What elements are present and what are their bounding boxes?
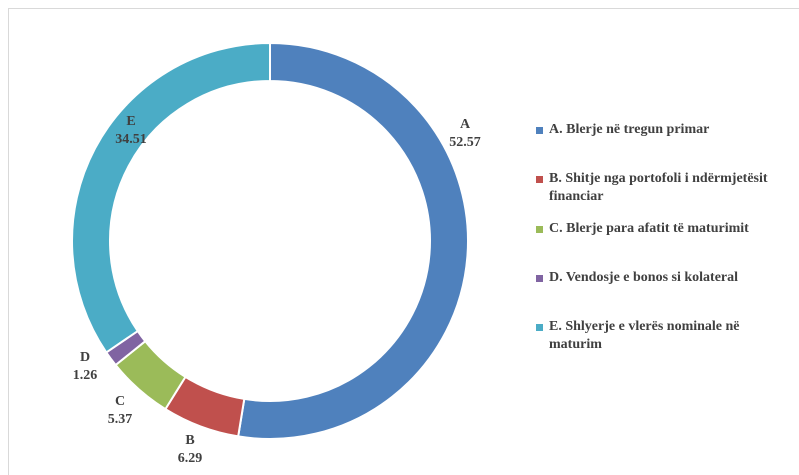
donut-segment — [237, 41, 469, 440]
chart-border — [8, 8, 799, 475]
segment-label: C — [115, 394, 125, 409]
legend-swatch — [536, 176, 543, 183]
segment-label: D — [80, 350, 90, 365]
legend-swatch — [536, 275, 543, 282]
legend-item: C. Blerje para afatit të maturimit — [536, 220, 798, 238]
legend-swatch — [536, 324, 543, 331]
legend-label: C. Blerje para afatit të maturimit — [549, 221, 749, 236]
legend-item: A. Blerje në tregun primar — [536, 121, 798, 139]
segment-label: A — [460, 117, 471, 132]
legend-item: B. Shitje nga portofoli i ndërmjetësit f… — [536, 170, 798, 206]
data-label: 52.57 — [449, 135, 481, 150]
legend-swatch — [536, 226, 543, 233]
segment-label: B — [185, 433, 194, 448]
legend-label: E. Shlyerje e vlerës nominale në maturim — [549, 319, 740, 352]
donut-segment — [71, 41, 271, 354]
legend-label: A. Blerje në tregun primar — [549, 122, 710, 137]
data-label: 1.26 — [73, 368, 98, 383]
legend-label: B. Shitje nga portofoli i ndërmjetësit f… — [549, 171, 768, 204]
data-label: 34.51 — [115, 132, 147, 147]
segment-label: E — [126, 114, 135, 129]
data-label: 6.29 — [178, 451, 203, 466]
legend-swatch — [536, 127, 543, 134]
data-label: 5.37 — [108, 412, 133, 427]
legend-item: D. Vendosje e bonos si kolateral — [536, 269, 798, 287]
legend-label: D. Vendosje e bonos si kolateral — [549, 270, 739, 285]
legend-item: E. Shlyerje e vlerës nominale në maturim — [536, 318, 798, 354]
